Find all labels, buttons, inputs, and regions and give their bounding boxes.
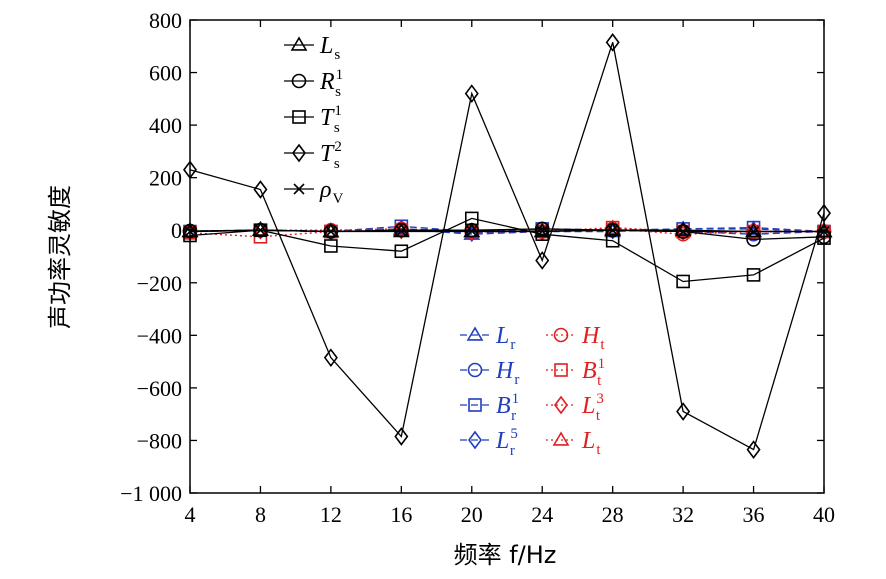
legend-entry-1: R1 s [284, 67, 343, 100]
legend-label-10: B1 t [582, 356, 605, 389]
legend-entry-9: Ht [546, 323, 605, 353]
legend-entry-0: Ls [284, 33, 340, 63]
legend-entry-5: Lr [460, 323, 515, 353]
data-point-3-4 [464, 84, 479, 103]
legend-entry-3: T2 s [284, 139, 342, 172]
legend-entry-10: B1 t [546, 356, 605, 389]
legend-label-3: T2 s [320, 139, 342, 172]
legend-label-0: Ls [319, 33, 340, 63]
data-point-4-5 [536, 225, 548, 237]
series-line-10 [189, 226, 824, 238]
legend-entry-8: L5 r [460, 426, 518, 459]
data-point-0-2 [322, 222, 340, 238]
data-point-3-6 [605, 33, 620, 52]
y-tick-label-7: −600 [137, 376, 182, 401]
data-point-11-1 [253, 220, 268, 240]
data-point-3-7 [676, 402, 691, 421]
legend: Ls R1 s T1 s T2 s ρV Lr Hr B1 rL5 r Ht B1 tL3 t Lt [284, 33, 605, 459]
legend-label-1: R1 s [319, 67, 343, 100]
series-line-2 [189, 217, 825, 283]
legend-label-4: ρV [319, 177, 344, 207]
y-tick-label-2: 400 [149, 113, 182, 138]
series-2 [183, 211, 831, 289]
data-point-4-2 [325, 225, 337, 238]
y-tick-label-6: −400 [137, 323, 182, 348]
x-tick-label-0: 4 [185, 502, 196, 527]
x-axis-title: 频率 f/Hz [454, 541, 557, 569]
data-point-1-8 [746, 232, 761, 247]
x-tick-label-2: 12 [320, 502, 342, 527]
y-tick-label-4: 0 [171, 218, 182, 243]
data-point-3-5 [535, 251, 550, 270]
data-point-3-8 [746, 440, 761, 459]
y-tick-label-8: −800 [137, 428, 182, 453]
legend-label-2: T1 s [320, 103, 342, 136]
data-point-2-8 [746, 268, 761, 282]
data-point-1-3 [394, 222, 409, 238]
y-tick-label-3: 200 [149, 166, 182, 191]
data-point-2-5 [535, 227, 550, 241]
legend-label-7: B1 r [496, 391, 519, 424]
data-point-0-8 [745, 222, 762, 238]
y-tick-label-0: 800 [149, 8, 182, 33]
x-tick-label-8: 36 [743, 502, 765, 527]
data-point-2-7 [676, 274, 690, 289]
x-tick-label-4: 20 [461, 502, 483, 527]
y-tick-label-5: −200 [137, 271, 182, 296]
data-point-3-2 [323, 348, 338, 368]
legend-label-6: Hr [495, 358, 519, 388]
data-point-2-6 [605, 233, 620, 248]
data-point-2-4 [464, 211, 479, 226]
data-point-3-3 [394, 427, 409, 446]
legend-entry-7: B1 r [460, 391, 519, 424]
legend-label-12: Lt [581, 428, 601, 458]
x-tick-label-6: 28 [602, 502, 624, 527]
data-point-0-7 [674, 221, 692, 236]
y-tick-label-9: −1 000 [120, 481, 182, 506]
legend-label-8: L5 r [495, 426, 518, 459]
data-point-3-1 [253, 180, 268, 199]
x-tick-label-3: 16 [390, 502, 412, 527]
data-point-4-4 [466, 225, 478, 237]
data-point-4-3 [395, 225, 407, 237]
y-tick-label-1: 600 [149, 61, 182, 86]
x-tick-label-1: 8 [255, 502, 266, 527]
legend-entry-6: Hr [460, 358, 519, 388]
legend-entry-2: T1 s [284, 103, 342, 136]
data-point-11-4 [464, 222, 479, 241]
legend-label-9: Ht [581, 323, 605, 353]
legend-entry-11: L3 t [546, 391, 604, 424]
data-point-2-2 [324, 239, 338, 253]
legend-label-5: Lr [495, 323, 515, 353]
legend-entry-4: ρV [284, 177, 344, 207]
y-axis-title: 声功率灵敏度 [46, 185, 74, 329]
data-point-4-7 [677, 225, 689, 238]
legend-entry-12: Lt [546, 428, 601, 458]
data-point-4-1 [254, 224, 267, 236]
data-point-2-3 [394, 244, 409, 259]
legend-label-11: L3 t [581, 391, 604, 424]
x-tick-label-7: 32 [672, 502, 694, 527]
x-tick-label-9: 40 [813, 502, 835, 527]
plot-frame [189, 19, 825, 494]
series-line-4 [189, 229, 824, 233]
data-point-4-8 [747, 225, 760, 238]
plot-series [181, 33, 833, 459]
data-point-4-6 [607, 224, 619, 236]
x-tick-label-5: 24 [531, 502, 553, 527]
data-point-0-1 [252, 221, 269, 236]
series-line-3 [189, 42, 825, 451]
